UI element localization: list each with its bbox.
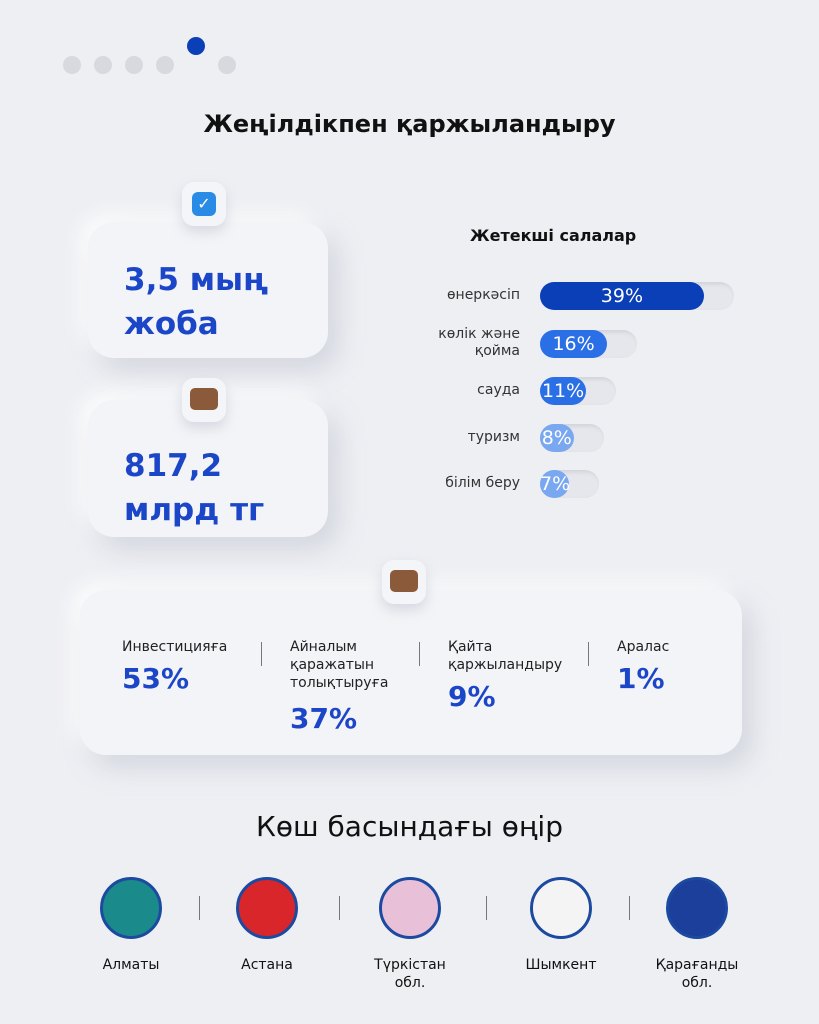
- region-name: Түркістан обл.: [374, 957, 446, 991]
- separator: [199, 896, 200, 920]
- region-name: Қарағанды обл.: [655, 957, 739, 991]
- bar: 11%: [540, 377, 587, 405]
- share-value: 9%: [448, 680, 496, 713]
- separator: [485, 896, 487, 920]
- region-emblem: [379, 877, 441, 939]
- page-dot-active[interactable]: [187, 37, 205, 55]
- separator: [588, 642, 589, 666]
- category-label: туризм: [467, 429, 520, 445]
- wallet-icon: [382, 560, 426, 604]
- stat-value: 3,5 мың жоба: [124, 258, 268, 346]
- page-dot[interactable]: [63, 56, 81, 74]
- stat-value: 817,2 млрд тг: [124, 444, 264, 532]
- category-label: сауда: [477, 382, 520, 398]
- page-dot[interactable]: [94, 56, 112, 74]
- stat-line: 817,2: [124, 448, 223, 484]
- separator: [419, 642, 420, 666]
- share-label: Қайта қаржыландыру: [448, 639, 563, 673]
- chart-title: Жетекші салалар: [470, 226, 637, 245]
- region-emblem: [530, 877, 592, 939]
- stat-card: 3,5 мың жоба: [88, 222, 328, 358]
- stat-line: жоба: [124, 306, 219, 342]
- category-label: өнеркәсіп: [446, 287, 520, 303]
- stat-line: млрд тг: [124, 492, 265, 528]
- share-label: Аралас: [617, 639, 670, 655]
- bar: 39%: [540, 282, 704, 310]
- share-label: Айналым қаражатын толықтыруға: [290, 639, 389, 691]
- bar: 7%: [540, 470, 570, 498]
- category-label: білім беру: [445, 475, 520, 491]
- page-dot[interactable]: [125, 56, 143, 74]
- separator: [629, 896, 630, 920]
- page-dot[interactable]: [156, 56, 174, 74]
- share-value: 1%: [617, 662, 665, 695]
- bar: 16%: [540, 330, 608, 358]
- region-name: Алматы: [102, 957, 160, 973]
- region-name: Астана: [241, 957, 293, 973]
- bar: 8%: [540, 424, 574, 452]
- regions-title: Көш басындағы өңір: [255, 810, 563, 843]
- separator: [338, 896, 340, 920]
- region-emblem: [100, 877, 162, 939]
- stat-card: 817,2 млрд тг: [88, 400, 328, 537]
- page-dot[interactable]: [218, 56, 236, 74]
- region-emblem: [236, 877, 298, 939]
- region-name: Шымкент: [525, 957, 597, 973]
- title: Жеңілдікпен қаржыландыру: [203, 110, 616, 138]
- category-label: көлік және қойма: [438, 326, 520, 359]
- region-emblem: [666, 877, 728, 939]
- share-value: 37%: [290, 702, 358, 735]
- share-value: 53%: [122, 662, 190, 695]
- wallet-icon: [182, 378, 226, 422]
- share-label: Инвестицияға: [122, 639, 228, 655]
- shares-card: [80, 590, 742, 755]
- check-icon: ✓: [182, 182, 226, 226]
- stat-line: 3,5 мың: [124, 262, 269, 298]
- separator: [261, 642, 262, 666]
